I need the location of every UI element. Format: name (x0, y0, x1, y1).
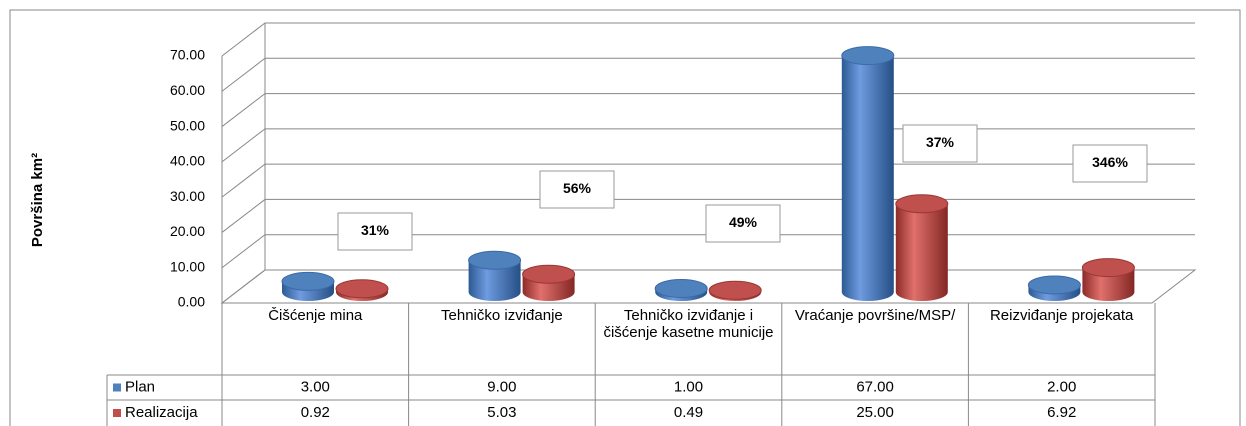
cylinder (1081, 258, 1135, 302)
cylinder (522, 264, 576, 302)
legend-label: Plan (125, 378, 155, 395)
y-tick-label: 10.00 (170, 258, 205, 274)
y-tick-label: 20.00 (170, 223, 205, 239)
cylinder (895, 194, 949, 302)
table-value: 6.92 (1047, 404, 1076, 421)
y-tick-label: 40.00 (170, 153, 205, 169)
cylinder (654, 278, 708, 302)
grid-line (221, 22, 1195, 57)
cylinder (708, 280, 762, 302)
cylinder (335, 279, 389, 301)
table-value: 9.00 (487, 378, 516, 395)
cylinder-top (895, 194, 949, 214)
y-tick-label: 70.00 (170, 47, 205, 63)
x-tick-label: Tehničko izviđanje i čišćenje kasetne mu… (603, 307, 774, 341)
cylinder-top (1081, 258, 1135, 278)
annotation: 31% (361, 222, 390, 238)
category-cell: Tehničko izviđanje (441, 307, 563, 324)
y-tick-label: 30.00 (170, 188, 205, 204)
table-value: 0.92 (301, 404, 330, 421)
cylinder (281, 271, 335, 301)
x-tick-label: Tehničko izviđanje (441, 307, 563, 324)
chart-border (9, 9, 1241, 426)
table-value: 25.00 (856, 404, 894, 421)
category-cell: Tehničko izviđanje i čišćenje kasetne mu… (603, 307, 774, 341)
table-value: 3.00 (301, 378, 330, 395)
cylinder-top (654, 278, 708, 298)
annotation-box (337, 212, 413, 251)
cylinder-body (895, 203, 948, 302)
cylinder-body (1082, 267, 1135, 302)
annotation-box (539, 170, 615, 209)
legend-swatch (113, 383, 121, 392)
cylinder-top (335, 279, 389, 299)
annotation-box (705, 204, 781, 243)
cylinder-body (468, 260, 521, 302)
cylinder (1027, 275, 1081, 302)
annotation-box (1072, 144, 1148, 183)
legend-swatch (113, 409, 121, 417)
annotation: 49% (729, 214, 758, 230)
cylinder (841, 46, 895, 302)
table-value: 5.03 (487, 404, 516, 421)
cylinder-top (281, 271, 335, 291)
category-cell: Reizviđanje projekata (989, 307, 1134, 324)
category-cell: Vraćanje površine/MSP/ (794, 307, 956, 324)
legend-label: Realizacija (125, 404, 198, 421)
cylinder-top (468, 250, 522, 270)
x-tick-label: Vraćanje površine/MSP/ (794, 307, 956, 324)
cylinder-top (1027, 275, 1081, 295)
annotation: 346% (1092, 154, 1128, 170)
x-tick-label: Čišćenje mina (268, 307, 363, 324)
annotation: 37% (926, 134, 955, 150)
table-value: 67.00 (856, 378, 894, 395)
cylinder-top (841, 46, 895, 66)
annotation: 56% (563, 180, 592, 196)
table-value: 1.00 (674, 378, 703, 395)
x-tick-label: Reizviđanje projekata (989, 307, 1134, 324)
y-tick-label: 60.00 (170, 82, 205, 98)
y-tick-label: 50.00 (170, 117, 205, 133)
y-axis-label: Površina km² (29, 153, 46, 247)
table-value: 2.00 (1047, 378, 1076, 395)
y-tick-label: 0.00 (178, 294, 205, 310)
cylinder (468, 250, 522, 302)
cylinder-top (708, 280, 762, 300)
annotation-box (902, 124, 978, 163)
table-value: 0.49 (674, 404, 703, 421)
cylinder-body (841, 55, 894, 302)
category-cell: Čišćenje mina (268, 307, 363, 324)
cylinder-top (522, 264, 576, 284)
